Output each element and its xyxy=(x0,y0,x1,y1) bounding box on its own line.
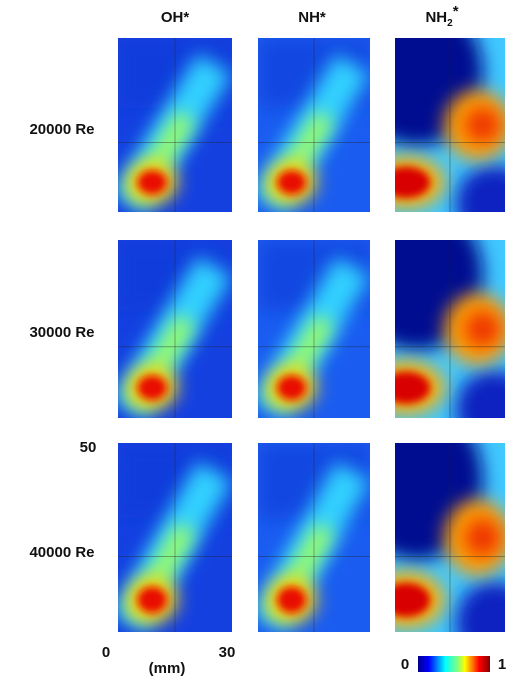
hotspot-core xyxy=(464,518,501,557)
header-sup: * xyxy=(453,3,459,20)
hotspot-core xyxy=(277,586,307,614)
header-sub: 2 xyxy=(447,18,453,29)
axis-unit: (mm) xyxy=(149,660,186,677)
heatmap xyxy=(395,38,505,212)
hotspot-core xyxy=(277,375,307,401)
hotspot-core xyxy=(137,586,168,614)
cold-region xyxy=(455,369,505,418)
row-label: 20000 Re xyxy=(29,121,94,138)
axis-label: 0 xyxy=(102,644,110,661)
hotspot-core xyxy=(395,371,431,404)
colorbar-label: 1 xyxy=(498,656,506,673)
heatmap xyxy=(395,443,505,632)
cold-region xyxy=(455,580,505,632)
axis-label: 50 xyxy=(80,439,97,456)
column-header: NH* xyxy=(298,9,326,26)
hotspot-core xyxy=(137,170,168,195)
heatmap xyxy=(118,240,232,418)
heatmap xyxy=(395,240,505,418)
heatmap xyxy=(258,443,370,632)
heatmap xyxy=(258,38,370,212)
row-label: 30000 Re xyxy=(29,324,94,341)
heatmap xyxy=(118,38,232,212)
column-header: OH* xyxy=(161,9,190,26)
heatmap xyxy=(118,443,232,632)
axis-label: 30 xyxy=(219,644,236,661)
heatmap xyxy=(258,240,370,418)
colorbar xyxy=(418,656,490,672)
row-label: 40000 Re xyxy=(29,544,94,561)
cold-region xyxy=(455,165,505,212)
hotspot-core xyxy=(137,375,168,401)
column-header: NH2* xyxy=(425,3,458,29)
hotspot-core xyxy=(464,107,501,143)
hotspot-core xyxy=(395,166,431,199)
hotspot-core xyxy=(464,311,501,347)
hotspot-core xyxy=(395,582,431,617)
hotspot-core xyxy=(277,170,307,195)
header-base: NH xyxy=(425,9,447,26)
colorbar-label: 0 xyxy=(401,656,409,673)
